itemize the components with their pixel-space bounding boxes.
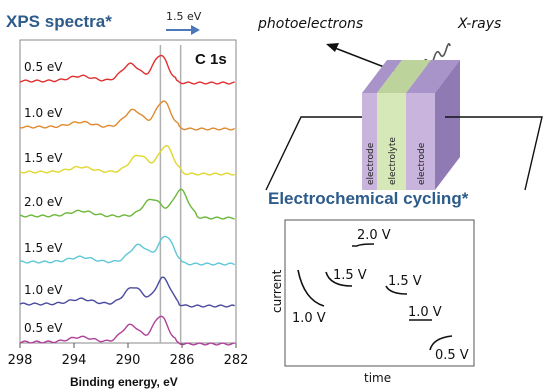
xps-x-axis-label: Binding energy, eV (70, 375, 178, 389)
cycling-step-label: 2.0 V (357, 228, 391, 243)
spectrum-label: 1.5 eV (24, 241, 63, 255)
xps-spectrum-line (19, 188, 235, 220)
cycling-label: Electrochemical cycling* (268, 189, 469, 208)
layer-label-electrode-right: electrode (417, 142, 427, 185)
spectrum-label: 0.5 eV (24, 60, 63, 74)
cycling-panel: current time 1.0 V 1.5 V 2.0 V 1.5 V 1.0 V 0.… (270, 219, 475, 385)
spectrum-label: 1.5 eV (24, 151, 63, 165)
photoelectrons-label: photoelectrons (257, 16, 363, 32)
cell-schematic: photoelectrons X-rays electrode electrol… (257, 16, 543, 208)
electrode-left-front (362, 93, 377, 190)
electrode-right-top (406, 60, 460, 93)
xrays-label: X-rays (457, 16, 501, 32)
xps-panel: XPS spectra* 1.5 eV C 1s 0.5 eV 1.0 eV 1.5… (6, 10, 248, 389)
cycling-x-axis-label: time (364, 371, 391, 385)
cycling-step-curve (429, 335, 453, 351)
electrode-left-top (362, 60, 402, 93)
spectrum-label: 1.0 eV (24, 106, 63, 120)
spectrum-label: 0.5 eV (24, 321, 63, 335)
electrode-right-front (406, 93, 435, 190)
xps-spectrum-line (19, 276, 235, 308)
xps-title: XPS spectra* (6, 12, 112, 31)
xps-spectrum-line (19, 315, 235, 346)
layer-label-electrolyte: electrolyte (388, 137, 398, 185)
wire-left (265, 116, 362, 191)
cycling-step-label: 1.0 V (408, 305, 442, 320)
cycling-y-axis-label: current (270, 269, 284, 313)
shift-label: 1.5 eV (166, 10, 202, 23)
layer-label-electrode-left: electrode (366, 142, 376, 185)
cycling-step-curve (325, 271, 353, 287)
xps-spectrum-line (19, 54, 235, 85)
cycling-step-curve (385, 285, 408, 295)
cycling-step-label: 1.5 V (388, 274, 422, 289)
photoelectron-arrow-head (326, 43, 339, 52)
x-tick-label: 294 (62, 353, 87, 368)
shift-arrow-head (191, 25, 200, 35)
wire-right (445, 116, 543, 191)
spectrum-label: 2.0 eV (24, 195, 63, 209)
cycling-step-curve (297, 269, 325, 307)
spectrum-label: 1.0 eV (24, 283, 63, 297)
x-tick-label: 282 (224, 353, 249, 368)
xps-spectrum-line (19, 235, 235, 266)
x-tick-label: 298 (8, 353, 33, 368)
electrolyte-front (377, 93, 406, 190)
cycling-step-curve (352, 243, 375, 247)
x-tick-label: 286 (170, 353, 195, 368)
xps-plot-frame (19, 39, 237, 344)
cycling-plot-frame (284, 219, 475, 367)
xps-spectrum-line (19, 100, 236, 131)
xps-spectrum-line (19, 144, 235, 176)
element-label: C 1s (195, 51, 227, 68)
electrolyte-top (377, 60, 431, 93)
cell-side-face (435, 60, 460, 190)
cycling-step-label: 1.0 V (292, 311, 326, 326)
cycling-step-label: 1.5 V (333, 268, 367, 283)
cycling-step-label: 0.5 V (435, 348, 469, 363)
x-tick-label: 290 (116, 353, 141, 368)
